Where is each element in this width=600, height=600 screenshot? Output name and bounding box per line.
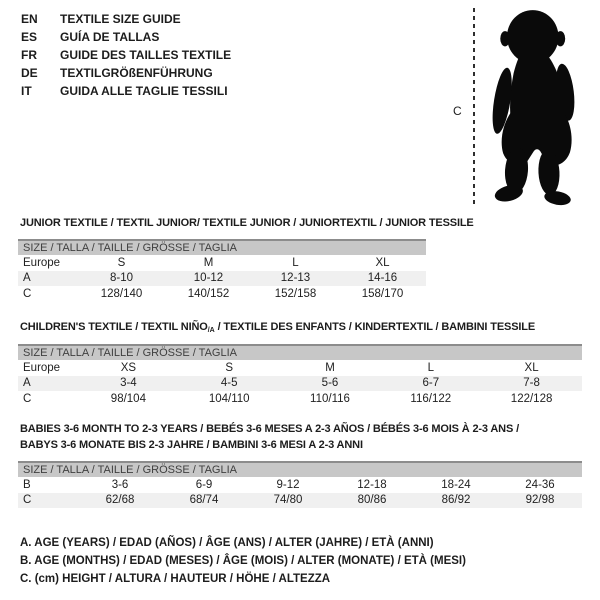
- size-cell: 110/116: [310, 392, 350, 405]
- size-cell: 68/74: [189, 494, 219, 507]
- title-subscript: /A: [207, 327, 215, 334]
- footnote-b: B. AGE (MONTHS) / EDAD (MESES) / ÂGE (MO…: [20, 555, 466, 567]
- table-row: A 8-10 10-12 12-13 14-16: [18, 270, 426, 286]
- language-code: EN: [21, 12, 38, 26]
- language-title: GUIDA ALLE TAGLIE TESSILI: [60, 84, 228, 98]
- size-cell: 8-10: [109, 272, 134, 285]
- size-cell: 3-4: [120, 377, 137, 390]
- title-line-1: BABIES 3-6 MONTH TO 2-3 YEARS / BEBÉS 3-…: [20, 423, 519, 435]
- row-label: Europe: [23, 256, 61, 269]
- size-cell: 12-13: [280, 272, 311, 285]
- legend-footnotes: A. AGE (YEARS) / EDAD (AÑOS) / ÂGE (ANS)…: [20, 534, 466, 588]
- babies-table-title: BABIES 3-6 MONTH TO 2-3 YEARS / BEBÉS 3-…: [20, 422, 519, 453]
- language-code: IT: [21, 84, 32, 98]
- row-label: C: [23, 287, 32, 300]
- language-title: TEXTILE SIZE GUIDE: [60, 12, 181, 26]
- size-header-bar: SIZE / TALLA / TAILLE / GRÖSSE / TAGLIA: [18, 461, 582, 477]
- size-cell: 86/92: [441, 494, 471, 507]
- size-cell: 74/80: [273, 494, 303, 507]
- size-cell: 92/98: [525, 494, 555, 507]
- language-row-en: EN TEXTILE SIZE GUIDE: [21, 10, 231, 28]
- language-code: FR: [21, 48, 37, 62]
- children-table-title: CHILDREN'S TEXTILE / TEXTIL NIÑO/A / TEX…: [20, 321, 535, 334]
- size-cell: 62/68: [105, 494, 135, 507]
- size-cell: 18-24: [441, 478, 471, 491]
- table-row: C 98/104 104/110 110/116 116/122 122/128: [18, 391, 582, 407]
- row-label: B: [23, 478, 31, 491]
- language-row-de: DE TEXTILGRÖßENFÜHRUNG: [21, 64, 231, 82]
- title-line-2: BABYS 3-6 MONATE BIS 2-3 JAHRE / BAMBINI…: [20, 438, 363, 451]
- table-row: C 62/68 68/74 74/80 80/86 86/92 92/98: [18, 492, 582, 508]
- size-cell: S: [117, 256, 126, 269]
- height-measure-label: C: [453, 104, 462, 118]
- language-row-fr: FR GUIDE DES TAILLES TEXTILE: [21, 46, 231, 64]
- language-title: GUÍA DE TALLAS: [60, 30, 160, 44]
- size-cell: 12-18: [357, 478, 387, 491]
- size-cell: M: [203, 256, 214, 269]
- footnote-c: C. (cm) HEIGHT / ALTURA / HAUTEUR / HÖHE…: [20, 573, 331, 585]
- table-row: A 3-4 4-5 5-6 6-7 7-8: [18, 375, 582, 391]
- title-text: / TEXTILE DES ENFANTS / KINDERTEXTIL / B…: [214, 321, 536, 333]
- row-label: C: [23, 392, 32, 405]
- size-cell: S: [225, 361, 234, 374]
- table-row: Europe S M L XL: [18, 255, 426, 271]
- row-label: Europe: [23, 361, 61, 374]
- size-cell: 116/122: [410, 392, 452, 405]
- row-label: A: [23, 272, 31, 285]
- size-cell: 128/140: [100, 287, 143, 300]
- title-text: CHILDREN'S TEXTILE / TEXTIL NIÑO: [20, 321, 208, 333]
- language-code: ES: [21, 30, 38, 44]
- junior-size-table: SIZE / TALLA / TAILLE / GRÖSSE / TAGLIA …: [18, 239, 426, 302]
- language-row-es: ES GUÍA DE TALLAS: [21, 28, 231, 46]
- size-cell: 6-9: [195, 478, 213, 491]
- size-cell: 158/170: [361, 287, 404, 300]
- size-header-bar: SIZE / TALLA / TAILLE / GRÖSSE / TAGLIA: [18, 344, 582, 360]
- size-cell: 7-8: [523, 377, 540, 390]
- size-cell: 80/86: [357, 494, 387, 507]
- language-list: EN TEXTILE SIZE GUIDE ES GUÍA DE TALLAS …: [21, 10, 231, 100]
- height-measure-dashed-line: [473, 8, 475, 207]
- size-cell: 104/110: [208, 392, 250, 405]
- size-cell: 4-5: [220, 377, 238, 390]
- size-cell: XL: [524, 361, 539, 374]
- table-row: B 3-6 6-9 9-12 12-18 18-24 24-36: [18, 477, 582, 493]
- size-cell: 3-6: [111, 478, 129, 491]
- language-title: TEXTILGRÖßENFÜHRUNG: [60, 66, 213, 80]
- size-cell: 122/128: [510, 392, 553, 405]
- table-row: C 128/140 140/152 152/158 158/170: [18, 286, 426, 302]
- junior-table-title: JUNIOR TEXTILE / TEXTIL JUNIOR/ TEXTILE …: [20, 217, 474, 229]
- size-header-bar: SIZE / TALLA / TAILLE / GRÖSSE / TAGLIA: [18, 239, 426, 255]
- size-cell: 10-12: [193, 272, 224, 285]
- size-cell: L: [292, 256, 299, 269]
- language-row-it: IT GUIDA ALLE TAGLIE TESSILI: [21, 82, 231, 100]
- size-cell: M: [325, 361, 335, 374]
- size-cell: XL: [375, 256, 390, 269]
- babies-size-table: SIZE / TALLA / TAILLE / GRÖSSE / TAGLIA …: [18, 461, 582, 508]
- language-title: GUIDE DES TAILLES TEXTILE: [60, 48, 232, 62]
- size-cell: 5-6: [321, 377, 339, 390]
- size-cell: 14-16: [367, 272, 398, 285]
- children-size-table: SIZE / TALLA / TAILLE / GRÖSSE / TAGLIA …: [18, 344, 582, 407]
- language-code: DE: [21, 66, 38, 80]
- size-cell: 9-12: [276, 478, 300, 491]
- size-cell: L: [427, 361, 434, 374]
- size-cell: 6-7: [422, 377, 440, 390]
- size-cell: XS: [120, 361, 137, 374]
- size-cell: 24-36: [525, 478, 555, 491]
- footnote-a: A. AGE (YEARS) / EDAD (AÑOS) / ÂGE (ANS)…: [20, 537, 434, 549]
- baby-silhouette-icon: [492, 10, 575, 206]
- height-measure-figure: C: [452, 6, 598, 210]
- row-label: A: [23, 377, 31, 390]
- size-cell: 98/104: [110, 392, 146, 405]
- row-label: C: [23, 494, 32, 507]
- size-cell: 152/158: [274, 287, 317, 300]
- table-row: Europe XS S M L XL: [18, 360, 582, 376]
- size-cell: 140/152: [187, 287, 230, 300]
